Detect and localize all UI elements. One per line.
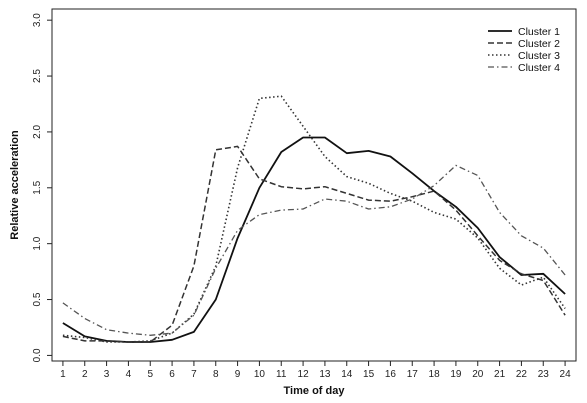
x-tick-label: 1 xyxy=(60,369,66,380)
y-tick-label: 2.5 xyxy=(32,69,43,83)
series-layer xyxy=(62,95,566,343)
x-tick-label: 10 xyxy=(254,369,266,380)
x-tick-label: 12 xyxy=(298,369,310,380)
x-tick-label: 20 xyxy=(472,369,484,380)
x-tick-label: 19 xyxy=(450,369,462,380)
x-tick-label: 24 xyxy=(560,369,572,380)
x-tick-label: 11 xyxy=(276,369,287,380)
legend-label-cluster-1: Cluster 1 xyxy=(518,26,560,38)
x-tick-label: 7 xyxy=(191,369,197,380)
series-line-cluster-3 xyxy=(62,95,566,343)
y-axis: 0.0 0.5 1.0 1.5 2.0 2.5 3.0 xyxy=(32,13,52,362)
y-tick-label: 1.5 xyxy=(32,180,43,194)
legend-label-cluster-3: Cluster 3 xyxy=(518,50,560,62)
x-tick-label: 18 xyxy=(429,369,441,380)
x-tick-label: 8 xyxy=(213,369,219,380)
x-tick-label: 16 xyxy=(385,369,397,380)
series-line-cluster-4 xyxy=(62,164,566,336)
x-tick-label: 15 xyxy=(363,369,375,380)
y-tick-label: 1.0 xyxy=(32,236,43,250)
x-axis-title: Time of day xyxy=(284,385,346,397)
y-tick-label: 0.0 xyxy=(32,348,43,362)
x-tick-label: 22 xyxy=(516,369,528,380)
x-tick-label: 4 xyxy=(126,369,132,380)
y-axis-title: Relative acceleration xyxy=(9,130,21,240)
x-axis: 1 2 3 4 5 6 7 8 9 10 11 12 13 14 15 16 17 18 19 20 21 22 23 24 xyxy=(60,361,571,380)
y-tick-label: 2.0 xyxy=(32,125,43,139)
plot-frame xyxy=(51,8,577,362)
x-tick-label: 5 xyxy=(147,369,153,380)
series-line-cluster-1 xyxy=(62,136,566,343)
x-tick-label: 23 xyxy=(538,369,550,380)
x-tick-label: 3 xyxy=(104,369,110,380)
x-tick-label: 17 xyxy=(407,369,419,380)
legend-label-cluster-2: Cluster 2 xyxy=(518,38,560,50)
x-tick-label: 2 xyxy=(82,369,88,380)
legend-label-cluster-4: Cluster 4 xyxy=(518,62,560,74)
x-tick-label: 6 xyxy=(169,369,175,380)
x-tick-label: 21 xyxy=(494,369,506,380)
y-tick-label: 3.0 xyxy=(32,13,43,27)
x-tick-label: 9 xyxy=(235,369,241,380)
x-tick-label: 13 xyxy=(319,369,331,380)
x-tick-label: 14 xyxy=(341,369,353,380)
series-line-cluster-2 xyxy=(62,145,566,343)
y-tick-label: 0.5 xyxy=(32,292,43,306)
